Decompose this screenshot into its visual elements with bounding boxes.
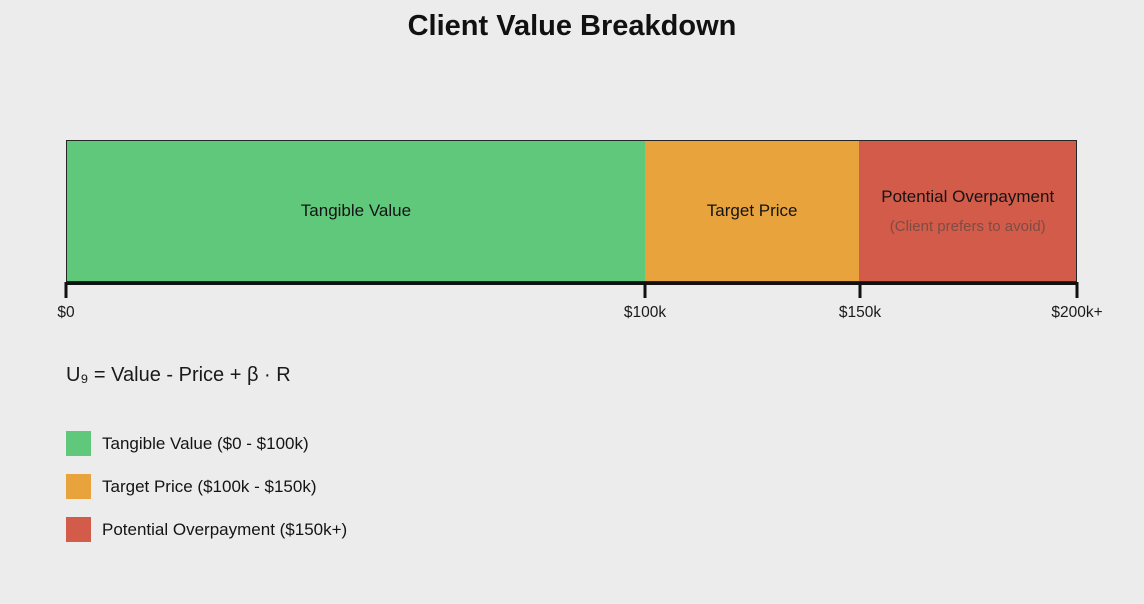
segment-tangible-value: Tangible Value: [67, 141, 645, 281]
segment-potential-overpayment-label: Potential Overpayment: [881, 187, 1055, 206]
x-axis-tick-100k: [643, 282, 647, 298]
segment-potential-overpayment: Potential Overpayment (Client prefers to…: [859, 141, 1076, 281]
segment-tangible-value-label: Tangible Value: [300, 201, 412, 220]
legend-swatch-orange: [66, 474, 91, 499]
segment-target-price: Target Price: [644, 141, 860, 281]
segment-potential-overpayment-sublabel: (Client prefers to avoid): [889, 218, 1046, 235]
legend-label-target-price: Target Price ($100k - $150k): [102, 476, 317, 496]
x-axis-tick-150k: [858, 282, 862, 298]
legend: Tangible Value ($0 - $100k) Target Price…: [66, 431, 347, 542]
legend-label-potential-overpayment: Potential Overpayment ($150k+): [102, 519, 348, 539]
x-axis-line: [64, 282, 1079, 298]
chart-title: Client Value Breakdown: [407, 10, 737, 42]
x-axis-tick-label-150k: $150k: [838, 304, 882, 321]
legend-item-potential-overpayment: Potential Overpayment ($150k+): [66, 517, 347, 542]
stacked-bar: Tangible Value Target Price Potential Ov…: [66, 140, 1077, 282]
x-axis-tick-0: [64, 282, 68, 298]
x-axis-tick-label-100k: $100k: [623, 304, 667, 321]
legend-swatch-red: [66, 517, 91, 542]
x-axis-tick-200k: [1075, 282, 1079, 298]
x-axis-tick-label-0: $0: [57, 304, 75, 321]
legend-swatch-green: [66, 431, 91, 456]
utility-formula: U₉ = Value - Price + β · R: [66, 364, 291, 386]
segment-target-price-label: Target Price: [706, 201, 798, 220]
legend-item-target-price: Target Price ($100k - $150k): [66, 474, 347, 499]
x-axis-tick-labels: $0 $100k $150k $200k+: [57, 304, 1102, 324]
legend-label-tangible-value: Tangible Value ($0 - $100k): [102, 433, 309, 453]
x-axis-tick-label-200k: $200k+: [1051, 304, 1103, 321]
legend-item-tangible-value: Tangible Value ($0 - $100k): [66, 431, 347, 456]
